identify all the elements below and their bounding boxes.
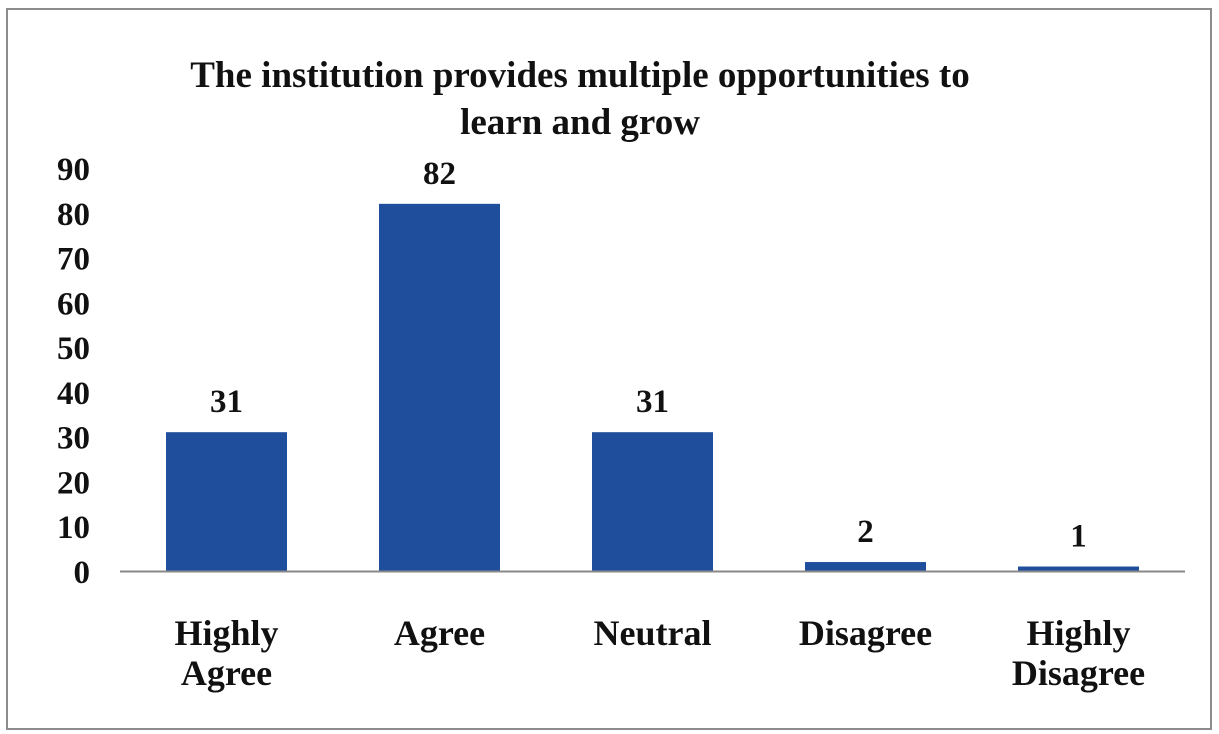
x-tick-label-line: Highly bbox=[1026, 613, 1131, 653]
y-tick-label: 30 bbox=[57, 421, 90, 457]
chart-frame bbox=[6, 8, 1212, 730]
data-labels: 31 82 31 2 1 bbox=[210, 156, 1087, 555]
y-tick-label: 80 bbox=[57, 197, 90, 233]
y-tick-label: 20 bbox=[57, 465, 90, 501]
x-tick-label: Agree bbox=[340, 613, 540, 653]
x-tick-label: Highly Agree bbox=[127, 613, 327, 693]
y-tick-label: 10 bbox=[57, 510, 90, 546]
chart-title-line-2: learn and grow bbox=[460, 102, 700, 143]
x-tick-label: Highly Disagree bbox=[979, 613, 1179, 693]
y-axis-ticks: 0 10 20 30 40 50 60 70 80 90 bbox=[57, 152, 90, 591]
x-tick-label: Disagree bbox=[766, 613, 966, 653]
bar bbox=[379, 203, 500, 572]
x-tick-label-line: Neutral bbox=[593, 613, 712, 653]
data-label: 31 bbox=[636, 384, 669, 420]
x-tick-label-line: Highly bbox=[174, 613, 279, 653]
chart-title: The institution provides multiple opport… bbox=[80, 52, 1080, 146]
x-tick-label: Neutral bbox=[553, 613, 753, 653]
x-tick-label-line: Disagree bbox=[798, 613, 933, 653]
data-label: 82 bbox=[423, 156, 456, 192]
chart-title-line-1: The institution provides multiple opport… bbox=[190, 55, 970, 96]
x-tick-label-line: Disagree bbox=[1011, 653, 1146, 693]
data-label: 2 bbox=[857, 514, 874, 550]
y-tick-label: 50 bbox=[57, 331, 90, 367]
y-tick-label: 90 bbox=[57, 152, 90, 188]
y-tick-label: 0 bbox=[74, 555, 91, 591]
bar bbox=[592, 432, 713, 571]
data-label: 31 bbox=[210, 384, 243, 420]
bar bbox=[1018, 566, 1139, 571]
bar bbox=[805, 562, 926, 571]
y-tick-label: 70 bbox=[57, 242, 90, 278]
bar bbox=[166, 432, 287, 571]
bars bbox=[166, 203, 1139, 572]
y-tick-label: 40 bbox=[57, 376, 90, 412]
data-label: 1 bbox=[1070, 519, 1087, 555]
x-tick-label-line: Agree bbox=[180, 653, 273, 693]
x-tick-label-line: Agree bbox=[393, 613, 486, 653]
y-tick-label: 60 bbox=[57, 286, 90, 322]
